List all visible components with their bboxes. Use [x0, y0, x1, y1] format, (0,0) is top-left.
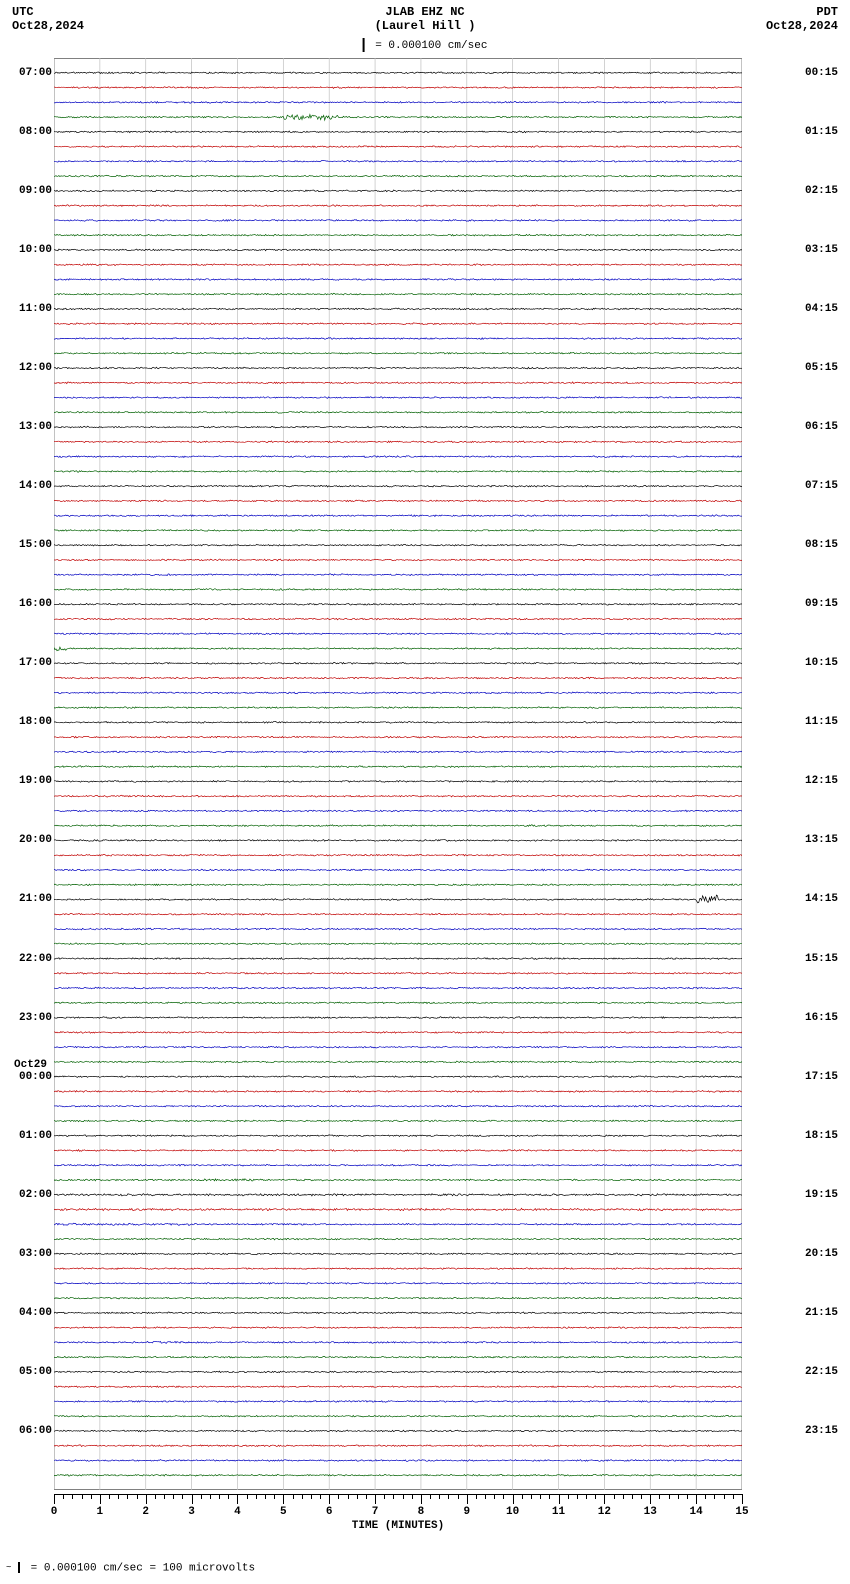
pdt-hour-label: 12:15 [805, 775, 838, 787]
pdt-hour-label: 21:15 [805, 1307, 838, 1319]
scale-value: = 0.000100 cm/sec [375, 40, 487, 52]
utc-hour-label: 04:00 [14, 1307, 52, 1319]
x-tick-label: 9 [463, 1506, 470, 1518]
x-tick-label: 11 [552, 1506, 565, 1518]
x-tick-label: 14 [690, 1506, 703, 1518]
utc-hour-label: 18:00 [14, 716, 52, 728]
utc-hour-label: 23:00 [14, 1012, 52, 1024]
utc-hour-label: 14:00 [14, 480, 52, 492]
utc-hour-label: 02:00 [14, 1189, 52, 1201]
utc-hour-label: 10:00 [14, 244, 52, 256]
pdt-hour-label: 22:15 [805, 1366, 838, 1378]
utc-hour-label: 19:00 [14, 775, 52, 787]
pdt-hour-label: 23:15 [805, 1425, 838, 1437]
pdt-hour-label: 18:15 [805, 1130, 838, 1142]
x-tick-label: 15 [735, 1506, 748, 1518]
pdt-hour-label: 08:15 [805, 539, 838, 551]
pdt-hour-label: 00:15 [805, 67, 838, 79]
pdt-hour-label: 10:15 [805, 657, 838, 669]
pdt-hour-label: 15:15 [805, 953, 838, 965]
x-tick-label: 12 [598, 1506, 611, 1518]
seismogram-plot [54, 58, 742, 1490]
pdt-hour-label: 05:15 [805, 362, 838, 374]
scale-bar-icon [18, 1562, 20, 1573]
x-tick-label: 13 [644, 1506, 657, 1518]
x-tick-label: 10 [506, 1506, 519, 1518]
pdt-hour-label: 03:15 [805, 244, 838, 256]
x-axis-title: TIME (MINUTES) [352, 1520, 444, 1532]
pdt-hour-label: 06:15 [805, 421, 838, 433]
utc-hour-label: 01:00 [14, 1130, 52, 1142]
utc-hour-label: 12:00 [14, 362, 52, 374]
pdt-hour-label: 01:15 [805, 126, 838, 138]
x-tick-label: 3 [188, 1506, 195, 1518]
utc-hour-label: 05:00 [14, 1366, 52, 1378]
x-tick-label: 7 [372, 1506, 379, 1518]
header: JLAB EHZ NC (Laurel Hill ) [0, 5, 850, 33]
x-tick-label: 8 [418, 1506, 425, 1518]
x-tick-label: 5 [280, 1506, 287, 1518]
utc-hour-label: 11:00 [14, 303, 52, 315]
utc-hour-label: 22:00 [14, 953, 52, 965]
pdt-hour-label: 19:15 [805, 1189, 838, 1201]
pdt-hour-label: 11:15 [805, 716, 838, 728]
utc-hour-label: 08:00 [14, 126, 52, 138]
utc-hour-label: 17:00 [14, 657, 52, 669]
pdt-hour-label: 02:15 [805, 185, 838, 197]
utc-hour-label: 13:00 [14, 421, 52, 433]
footer-scale: ~ = 0.000100 cm/sec = 100 microvolts [6, 1562, 255, 1574]
pdt-hour-label: 20:15 [805, 1248, 838, 1260]
utc-hour-label: 07:00 [14, 67, 52, 79]
pdt-hour-label: 13:15 [805, 834, 838, 846]
pdt-hour-label: 14:15 [805, 893, 838, 905]
utc-hour-label: 15:00 [14, 539, 52, 551]
utc-hour-label: 00:00 [14, 1071, 52, 1083]
utc-hour-label: 16:00 [14, 598, 52, 610]
x-tick-label: 2 [142, 1506, 149, 1518]
x-tick-label: 0 [51, 1506, 58, 1518]
x-tick-label: 4 [234, 1506, 241, 1518]
station-location: (Laurel Hill ) [0, 19, 850, 33]
footer-text: = 0.000100 cm/sec = 100 microvolts [31, 1562, 255, 1574]
pdt-hour-label: 04:15 [805, 303, 838, 315]
x-tick-label: 1 [97, 1506, 104, 1518]
utc-hour-label: 09:00 [14, 185, 52, 197]
utc-hour-label: 21:00 [14, 893, 52, 905]
station-code: JLAB EHZ NC [0, 5, 850, 19]
pdt-hour-label: 16:15 [805, 1012, 838, 1024]
pdt-hour-label: 17:15 [805, 1071, 838, 1083]
utc-hour-label: 03:00 [14, 1248, 52, 1260]
x-axis: TIME (MINUTES) 0123456789101112131415 [54, 1494, 742, 1534]
pdt-hour-label: 07:15 [805, 480, 838, 492]
day-break-label: Oct29 [14, 1059, 47, 1071]
scale-legend: = 0.000100 cm/sec [363, 38, 488, 52]
x-tick-label: 6 [326, 1506, 333, 1518]
pdt-hour-label: 09:15 [805, 598, 838, 610]
utc-hour-label: 06:00 [14, 1425, 52, 1437]
utc-hour-label: 20:00 [14, 834, 52, 846]
scale-bar-icon [363, 38, 365, 52]
